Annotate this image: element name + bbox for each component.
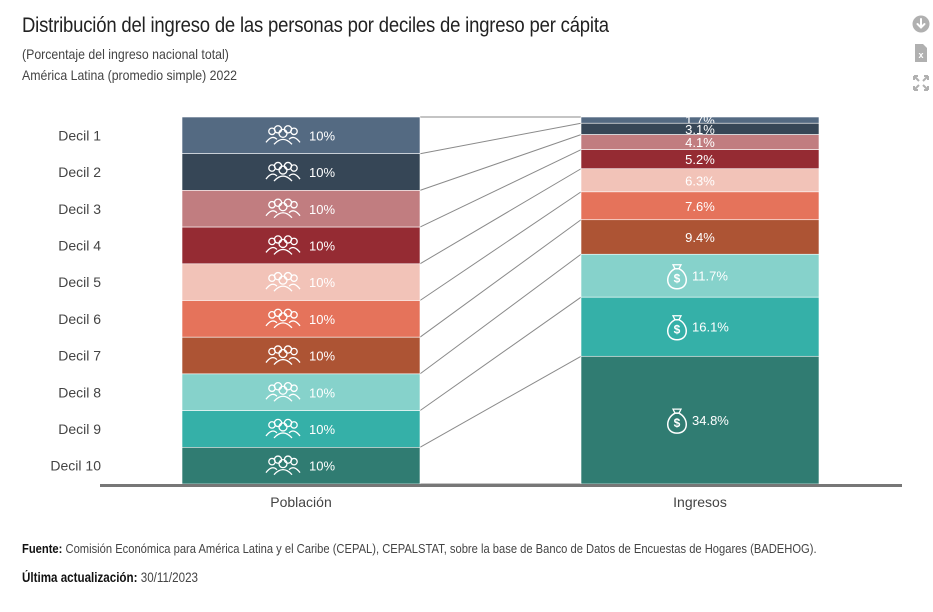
- legend-label: Decil 3: [58, 201, 101, 217]
- legend-label: Decil 6: [58, 311, 101, 327]
- data-label: 5.2%: [685, 152, 715, 167]
- people-icon: [265, 455, 301, 476]
- connector-line: [419, 168, 582, 265]
- connector-line: [419, 253, 582, 375]
- svg-text:$: $: [674, 323, 681, 337]
- data-label: 10%: [309, 202, 335, 217]
- legend-label: Decil 2: [58, 164, 101, 180]
- x-tick-label: Población: [270, 494, 332, 510]
- updated-label: Última actualización:: [22, 570, 138, 585]
- chart-subtitle: (Porcentaje del ingreso nacional total): [22, 46, 229, 62]
- connector-line: [419, 296, 582, 412]
- data-label: 16.1%: [692, 320, 729, 335]
- data-label: 4.1%: [685, 135, 715, 150]
- people-icon: [265, 345, 301, 365]
- bar-segment-decil-2-poblacion: [181, 153, 421, 191]
- bar-segment-decil-1-poblacion: [181, 116, 421, 155]
- svg-text:x: x: [918, 50, 923, 60]
- chart-title: Distribución del ingreso de las personas…: [22, 14, 609, 37]
- legend-label: Decil 9: [58, 421, 101, 437]
- bar-segment-decil-3-poblacion: [181, 190, 421, 228]
- bar-segment-decil-5-poblacion: [181, 263, 421, 301]
- connector-line: [419, 122, 582, 155]
- people-icon: [265, 308, 301, 329]
- last-updated: Última actualización: 30/11/2023: [22, 570, 198, 585]
- connector-line: [419, 355, 582, 448]
- legend-label: Decil 10: [50, 458, 101, 474]
- source-note: Fuente: Comisión Económica para América …: [22, 541, 817, 556]
- bar-segment-decil-6-poblacion: [181, 300, 421, 338]
- legend-label: Decil 4: [58, 237, 101, 253]
- data-label: 10%: [309, 312, 335, 327]
- money-bag-icon: $: [667, 264, 687, 290]
- data-label: 10%: [309, 385, 335, 400]
- bar-segment-decil-6-ingresos: [580, 191, 820, 221]
- x-tick-label: Ingresos: [673, 494, 727, 510]
- bar-segment-decil-8-poblacion: [181, 373, 421, 411]
- people-icon: [265, 381, 301, 402]
- data-label: 3.1%: [685, 122, 715, 137]
- data-label: 9.4%: [685, 230, 715, 245]
- legend-label: Decil 5: [58, 274, 101, 290]
- connector-line: [419, 149, 582, 228]
- svg-text:$: $: [674, 416, 681, 430]
- data-label: 34.8%: [692, 413, 729, 428]
- connector-line: [419, 219, 582, 338]
- data-label: 10%: [309, 422, 335, 437]
- bar-segment-decil-9-ingresos: [580, 296, 820, 357]
- people-icon: [265, 198, 301, 219]
- money-bag-icon: $: [667, 315, 687, 341]
- data-label: 10%: [309, 165, 335, 180]
- people-icon: [265, 418, 301, 439]
- data-label: 10%: [309, 128, 335, 143]
- bar-segment-decil-4-poblacion: [181, 226, 421, 265]
- bar-segment-decil-8-ingresos: [580, 253, 820, 298]
- data-label: 10%: [309, 459, 335, 474]
- people-icon: [265, 125, 301, 145]
- stacked-bar-chart: 10% 10% 10% 10% 10% 10% 10% 10% 10% 10% Población 1…: [50, 116, 902, 510]
- legend-label: Decil 8: [58, 384, 101, 400]
- data-label: 7.6%: [685, 199, 715, 214]
- connector-line: [419, 191, 582, 301]
- people-icon: [265, 235, 301, 255]
- legend-label: Decil 1: [58, 127, 101, 143]
- data-label: 11.7%: [692, 269, 728, 284]
- fullscreen-icon[interactable]: [912, 74, 930, 92]
- bar-segment-decil-7-poblacion: [181, 336, 421, 375]
- bar-segment-decil-10-ingresos: [580, 355, 820, 485]
- source-label: Fuente:: [22, 541, 63, 556]
- data-label: 10%: [309, 238, 335, 253]
- chart-subtitle-region: América Latina (promedio simple) 2022: [22, 67, 238, 83]
- updated-date: 30/11/2023: [140, 570, 198, 585]
- money-bag-icon: $: [667, 408, 687, 434]
- legend-label: Decil 7: [58, 348, 101, 364]
- bar-segment-decil-10-poblacion: [181, 446, 421, 485]
- download-icon[interactable]: [912, 15, 930, 33]
- data-label: 10%: [309, 275, 335, 290]
- source-text: Comisión Económica para América Latina y…: [65, 541, 817, 556]
- data-label: 10%: [309, 349, 335, 364]
- excel-icon[interactable]: x: [912, 44, 930, 62]
- connector-line: [419, 134, 582, 191]
- data-label: 6.3%: [685, 173, 715, 188]
- people-icon: [265, 161, 301, 182]
- svg-text:$: $: [674, 272, 681, 286]
- bar-segment-decil-9-poblacion: [181, 410, 421, 448]
- people-icon: [265, 271, 301, 292]
